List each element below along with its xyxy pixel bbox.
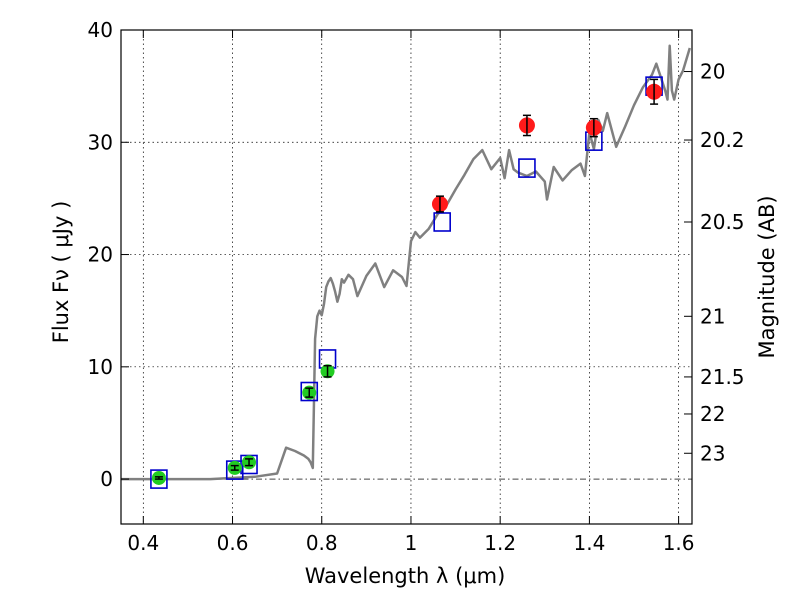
magnitude-tick-label: 20.5 xyxy=(700,210,745,234)
model-band-box xyxy=(518,158,536,178)
model-band-box xyxy=(433,212,451,232)
x-tick-labels: 0.4 0.6 0.8 1 1.2 1.4 1.6 xyxy=(127,531,694,555)
axis-ticks xyxy=(121,29,692,524)
x-tick-label: 0.4 xyxy=(127,531,159,555)
y-tick-label: 20 xyxy=(88,243,113,267)
x-axis-title: Wavelength λ (μm) xyxy=(305,564,506,588)
magnitude-tick-label: 21 xyxy=(700,304,725,328)
magnitude-tick-label: 20.2 xyxy=(700,128,745,152)
y-axis-title: Flux Fν ( μJy ) xyxy=(49,201,73,344)
x-tick-label: 1 xyxy=(405,531,418,555)
plot-frame xyxy=(120,29,693,525)
y-tick-label: 30 xyxy=(88,130,113,154)
model-band-box xyxy=(300,381,319,402)
magnitude-tick-label: 21.5 xyxy=(700,365,745,389)
model-spectrum-line xyxy=(121,44,691,481)
photometry-points xyxy=(151,78,663,485)
y-tick-labels: 0 10 20 30 40 xyxy=(88,18,113,491)
y-tick-label: 0 xyxy=(100,467,113,491)
right-axis-title: Magnitude (AB) xyxy=(755,195,779,358)
x-tick-label: 0.8 xyxy=(306,531,338,555)
magnitude-tick-labels: 20 20.2 20.5 21 21.5 22 23 xyxy=(700,60,745,466)
x-tick-label: 1.2 xyxy=(484,531,516,555)
model-band-box xyxy=(150,469,168,489)
magnitude-tick-label: 22 xyxy=(700,402,725,426)
x-tick-label: 1.4 xyxy=(573,531,605,555)
x-tick-label: 0.6 xyxy=(217,531,249,555)
y-tick-label: 10 xyxy=(88,355,113,379)
magnitude-tick-label: 20 xyxy=(700,60,725,84)
magnitude-tick-label: 23 xyxy=(700,441,725,465)
x-tick-label: 1.6 xyxy=(663,531,695,555)
y-tick-label: 40 xyxy=(88,18,113,42)
